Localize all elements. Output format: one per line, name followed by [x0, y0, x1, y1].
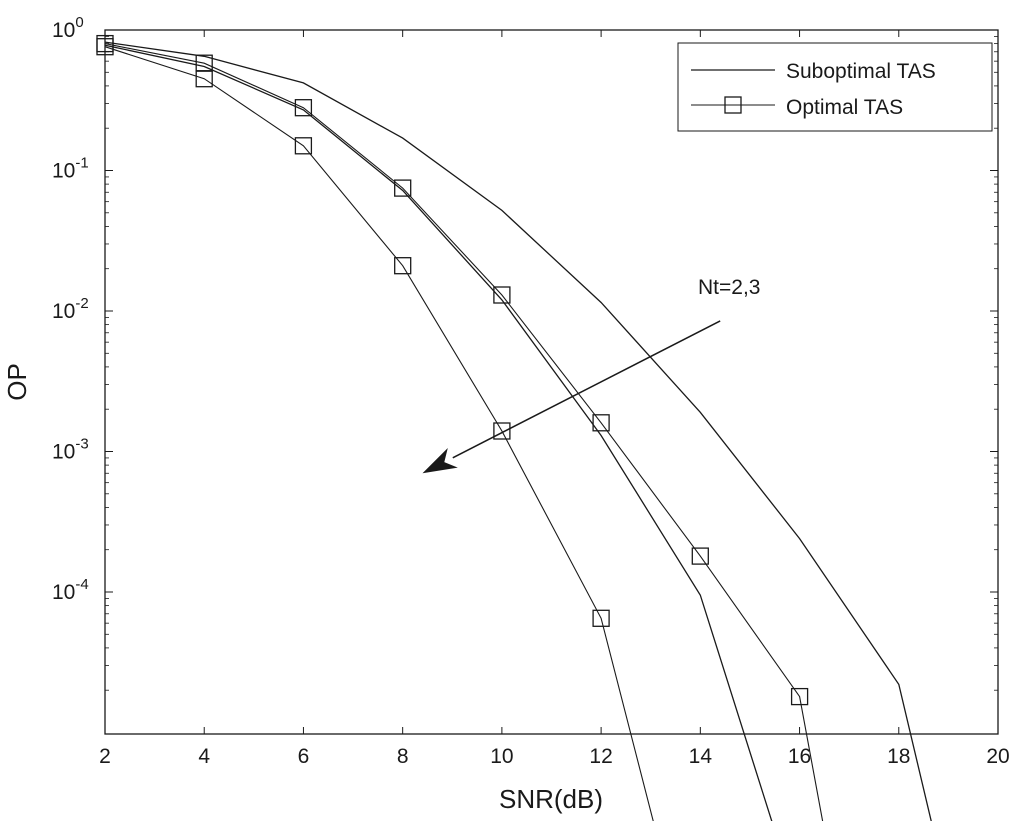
point-marker-optimal-tas-nt3 [592, 609, 610, 627]
annotation-arrow-head [422, 448, 458, 474]
point-marker-optimal-tas-nt2 [691, 547, 709, 565]
x-tick-label: 10 [490, 745, 513, 768]
plot-area [104, 29, 999, 735]
legend-square-marker [724, 96, 742, 114]
point-marker-optimal-tas-nt2 [294, 99, 313, 117]
point-marker-optimal-tas-nt3 [294, 137, 313, 155]
y-tick-label: 10-4 [52, 576, 89, 604]
series-line-suboptimal-tas-nt3 [104, 44, 773, 821]
x-tick-label: 14 [689, 745, 713, 768]
axis-ticks [104, 29, 999, 734]
y-axis-label: OP [2, 363, 32, 401]
tick-labels: 2 4 6 8 10 12 14 16 18 20 100 10-1 10-2 10-3 10-4 [52, 14, 1010, 768]
x-tick-label: 12 [589, 745, 612, 768]
point-marker-optimal-tas-nt2 [790, 687, 809, 706]
x-tick-label: 16 [788, 745, 811, 768]
point-marker-optimal-tas-nt3 [195, 70, 213, 88]
point-marker-optimal-tas-nt3 [394, 257, 412, 275]
y-tick-label: 10-2 [52, 295, 89, 323]
x-tick-label: 2 [99, 745, 111, 768]
y-tick-label: 10-1 [52, 155, 89, 183]
point-marker-optimal-tas-nt2 [394, 179, 412, 197]
point-marker-optimal-tas-nt2 [493, 286, 511, 304]
series-line-optimal-tas-nt3 [104, 46, 654, 821]
legend: Suboptimal TAS Optimal TAS [677, 42, 993, 132]
y-tick-label: 10-3 [52, 436, 89, 464]
point-marker-optimal-tas-nt3 [96, 38, 114, 56]
x-tick-label: 6 [298, 745, 310, 768]
point-marker-optimal-tas-nt3 [493, 422, 511, 440]
legend-label-suboptimal: Suboptimal TAS [786, 60, 936, 83]
y-tick-label: 100 [52, 14, 84, 42]
annotation: Nt=2,3 [422, 276, 760, 474]
series-line-optimal-tas-nt2 [104, 43, 824, 821]
x-tick-label: 18 [887, 745, 910, 768]
series-line-suboptimal-tas-nt2 [104, 41, 932, 821]
series-layer [96, 34, 932, 821]
annotation-label: Nt=2,3 [698, 276, 760, 299]
x-axis-label: SNR(dB) [499, 784, 603, 814]
annotation-arrow-line [452, 320, 721, 459]
x-tick-label: 20 [986, 745, 1009, 768]
legend-box [677, 42, 993, 132]
legend-label-optimal: Optimal TAS [786, 96, 903, 119]
point-marker-optimal-tas-nt2 [592, 414, 610, 432]
x-tick-label: 4 [198, 745, 210, 768]
x-tick-label: 8 [397, 745, 409, 768]
